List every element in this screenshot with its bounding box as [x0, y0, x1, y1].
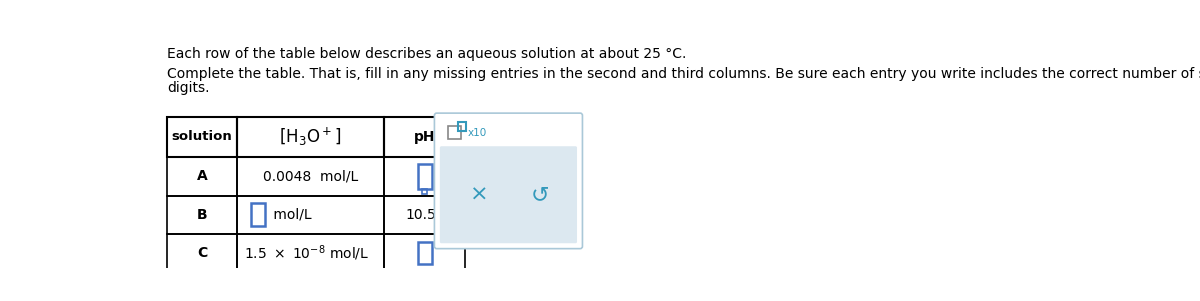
Text: C: C: [197, 246, 208, 260]
Text: 0.0048  mol/L: 0.0048 mol/L: [263, 169, 358, 183]
FancyBboxPatch shape: [434, 113, 582, 249]
Text: mol/L: mol/L: [269, 208, 311, 222]
Bar: [418, 243, 432, 264]
Bar: [167, 196, 236, 234]
Bar: [167, 157, 236, 196]
Text: ×: ×: [470, 185, 490, 205]
Text: x10: x10: [468, 128, 487, 138]
FancyBboxPatch shape: [440, 146, 577, 243]
Bar: [418, 164, 432, 189]
Bar: [167, 117, 236, 157]
Bar: [167, 234, 236, 272]
Bar: [384, 157, 466, 196]
Bar: [236, 157, 384, 196]
Bar: [251, 203, 265, 226]
Bar: [448, 126, 461, 139]
Bar: [384, 234, 466, 272]
Text: $\left[\mathrm{H_3O^+}\right]$: $\left[\mathrm{H_3O^+}\right]$: [280, 126, 342, 148]
Bar: [422, 189, 427, 194]
Text: B: B: [197, 208, 208, 222]
Text: solution: solution: [172, 131, 233, 144]
Text: digits.: digits.: [167, 81, 210, 95]
Text: Complete the table. That is, fill in any missing entries in the second and third: Complete the table. That is, fill in any…: [167, 67, 1200, 81]
Bar: [236, 196, 384, 234]
Text: Each row of the table below describes an aqueous solution at about 25 °C.: Each row of the table below describes an…: [167, 47, 686, 61]
Text: 10.55: 10.55: [404, 208, 444, 222]
Text: $1.5\ \times\ 10^{-8}\ \mathrm{mol/L}$: $1.5\ \times\ 10^{-8}\ \mathrm{mol/L}$: [244, 244, 370, 263]
Bar: [457, 123, 466, 131]
Bar: [236, 234, 384, 272]
Text: ↺: ↺: [530, 185, 550, 205]
Bar: [384, 196, 466, 234]
Bar: [236, 117, 384, 157]
Text: A: A: [197, 169, 208, 183]
Bar: [384, 117, 466, 157]
Text: pH: pH: [414, 130, 436, 144]
